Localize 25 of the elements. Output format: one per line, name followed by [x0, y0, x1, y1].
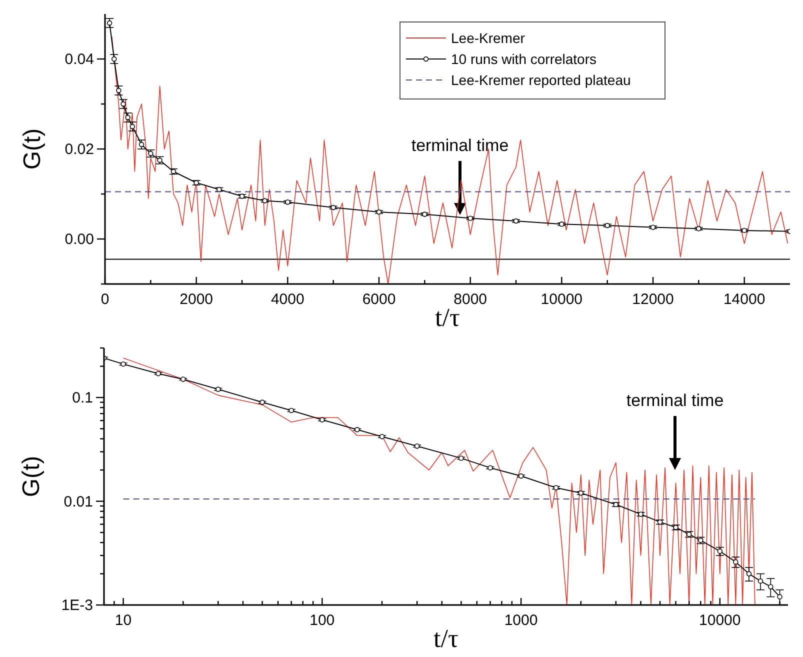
- legend-label: Lee-Kremer reported plateau: [451, 72, 631, 88]
- x-tick-label: 14000: [723, 291, 766, 308]
- y-tick-label: 0.00: [64, 231, 94, 248]
- x-axis-title: t/τ: [434, 624, 458, 653]
- x-tick-label: 10000: [540, 291, 583, 308]
- y-tick-label: 0.02: [64, 141, 94, 158]
- x-tick-label: 12000: [632, 291, 674, 308]
- legend-label: 10 runs with correlators: [451, 51, 597, 67]
- y-tick-label: 0.1: [72, 390, 93, 406]
- x-tick-label: 10000: [699, 612, 741, 629]
- x-tick-label: 1000: [504, 612, 538, 629]
- x-tick-label: 6000: [362, 291, 396, 308]
- y-tick-label: 0.01: [64, 493, 93, 510]
- legend-label: Lee-Kremer: [451, 30, 526, 46]
- annotation: terminal time: [626, 391, 724, 410]
- x-tick-label: 100: [310, 612, 335, 629]
- x-tick-label: 10: [114, 612, 132, 629]
- x-tick-label: 2000: [180, 291, 214, 308]
- x-tick-label: 4000: [270, 291, 304, 308]
- y-axis-title: G(t): [18, 456, 45, 498]
- y-axis-title: G(t): [19, 128, 46, 170]
- x-tick-label: 0: [100, 291, 110, 308]
- y-tick-label: 0.04: [64, 51, 94, 68]
- y-tick-label: 1E-3: [61, 597, 93, 614]
- annotation: terminal time: [411, 136, 509, 155]
